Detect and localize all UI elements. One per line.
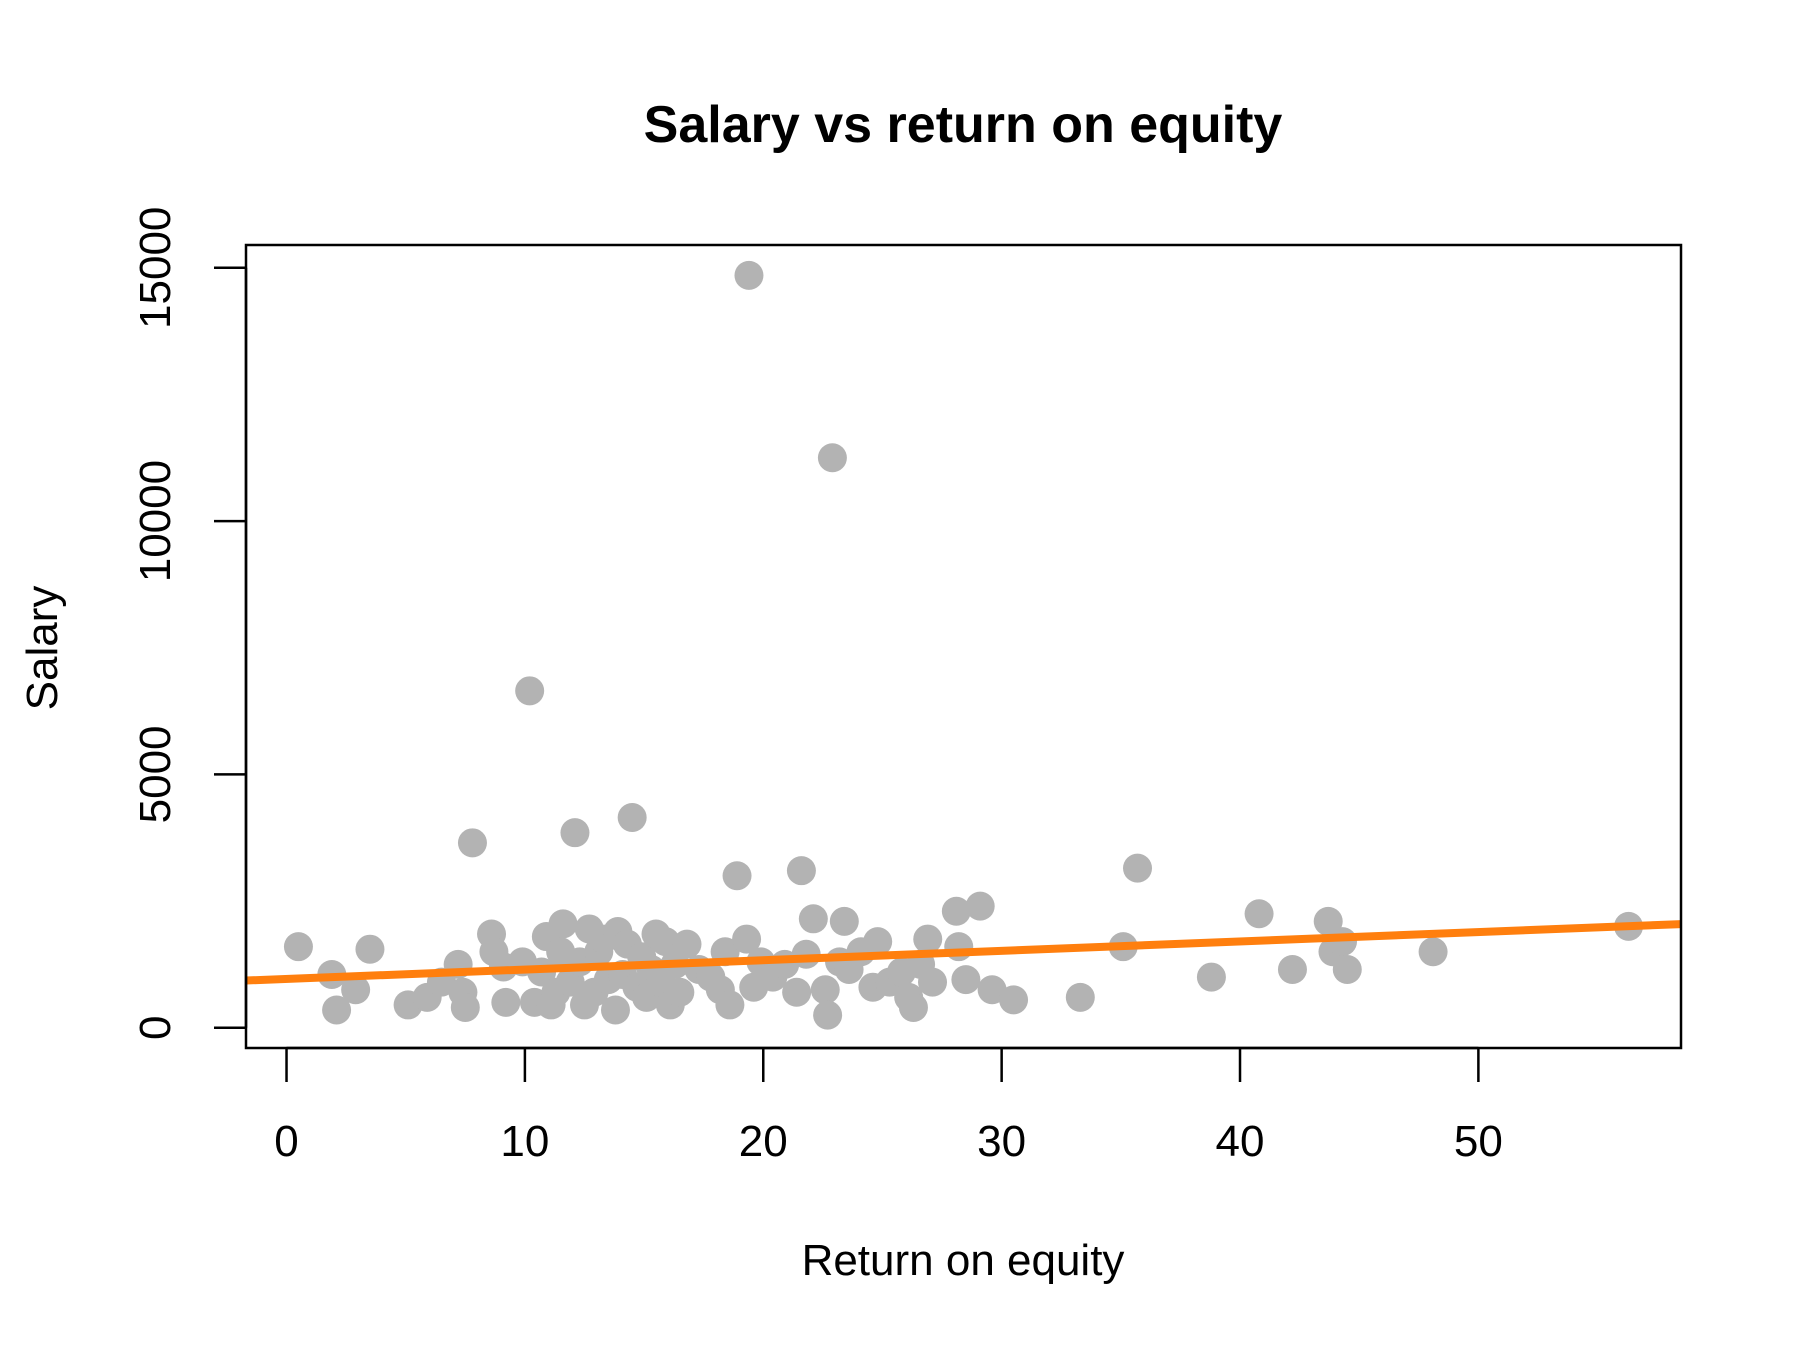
x-tick-label: 40 [1216,1117,1265,1166]
data-point [491,987,521,1017]
chart-title: Salary vs return on equity [644,96,1283,154]
data-point [999,985,1029,1015]
data-point [450,992,480,1022]
y-tick-label: 10000 [131,460,180,582]
x-tick-label: 30 [977,1117,1026,1166]
x-tick-label: 20 [739,1117,788,1166]
data-point [898,992,928,1022]
data-point [548,909,578,939]
data-point [798,904,828,934]
data-point [617,802,647,832]
data-point [672,929,702,959]
x-axis-label: Return on equity [802,1236,1125,1285]
y-tick-label: 15000 [131,207,180,329]
data-point [1065,982,1095,1012]
y-tick-label: 0 [131,1015,180,1039]
data-point [1244,899,1274,929]
data-point [732,924,762,954]
x-axis: 0 10 20 30 40 50 [274,1046,1503,1166]
data-point [913,924,943,954]
data-point [863,927,893,957]
data-point [457,828,487,858]
data-point [813,1000,843,1030]
x-tick-label: 0 [274,1117,298,1166]
y-axis-label: Salary [18,586,67,711]
data-point [951,965,981,995]
data-point [715,990,745,1020]
y-tick-label: 5000 [131,725,180,823]
data-point [918,967,948,997]
data-point [600,995,630,1025]
data-point [341,975,371,1005]
data-point [810,975,840,1005]
x-tick-label: 10 [500,1117,549,1166]
data-point [1332,954,1362,984]
data-point [1313,906,1343,936]
data-point [941,896,971,926]
data-point [322,995,352,1025]
data-point [665,977,695,1007]
data-point [355,934,385,964]
data-point [1123,853,1153,883]
data-point [651,927,681,957]
data-point [817,443,847,473]
data-point [560,818,590,848]
data-point [786,856,816,886]
regression-line [245,920,1682,985]
y-axis: 0 5000 10000 15000 [131,207,248,1040]
data-point [782,977,812,1007]
data-point [1196,962,1226,992]
x-tick-label: 50 [1454,1117,1503,1166]
data-point [1418,937,1448,967]
data-point [829,906,859,936]
data-point [1277,954,1307,984]
plot-frame [244,243,1683,1050]
data-point [515,676,545,706]
data-point [734,260,764,290]
plot-area [245,260,1682,1030]
data-point [283,932,313,962]
data-point [722,861,752,891]
data-point [965,891,995,921]
